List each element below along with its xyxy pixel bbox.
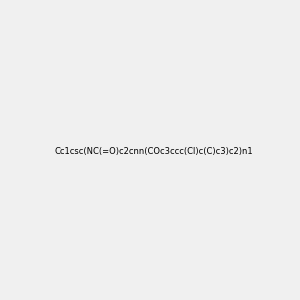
Text: Cc1csc(NC(=O)c2cnn(COc3ccc(Cl)c(C)c3)c2)n1: Cc1csc(NC(=O)c2cnn(COc3ccc(Cl)c(C)c3)c2)… (54, 147, 253, 156)
